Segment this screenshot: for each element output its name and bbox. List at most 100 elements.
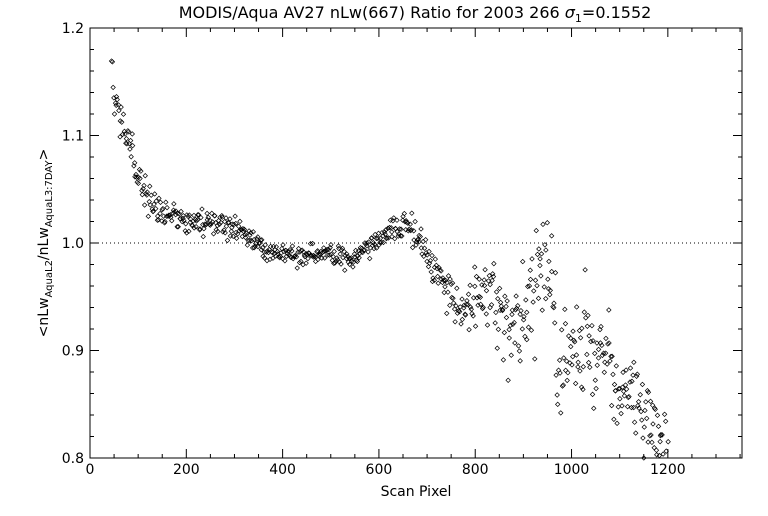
data-point — [561, 355, 567, 361]
data-point — [431, 277, 438, 283]
data-point — [515, 303, 521, 309]
data-point — [575, 364, 581, 370]
data-point — [537, 262, 543, 269]
data-point — [430, 275, 436, 281]
data-point — [390, 218, 396, 224]
data-point — [538, 273, 544, 279]
data-point — [112, 100, 119, 106]
data-point — [141, 182, 147, 189]
x-tick-label: 400 — [269, 462, 296, 478]
data-point — [400, 217, 406, 223]
data-point — [627, 379, 633, 385]
data-point — [341, 248, 347, 255]
data-point — [477, 301, 484, 308]
data-point — [178, 208, 184, 215]
chart-title-sigma: σ — [565, 3, 576, 22]
data-point — [201, 226, 207, 232]
data-point — [644, 388, 651, 394]
data-point — [183, 230, 190, 236]
data-point — [577, 368, 583, 374]
data-point — [399, 233, 405, 239]
data-point — [160, 213, 167, 219]
data-point — [111, 111, 118, 117]
data-point — [418, 226, 424, 232]
data-point — [162, 218, 168, 225]
data-point — [638, 408, 644, 415]
data-point — [338, 261, 344, 267]
data-point — [307, 241, 314, 247]
data-point — [459, 316, 466, 323]
data-point — [530, 299, 536, 305]
data-point — [623, 386, 630, 392]
data-point — [591, 405, 597, 412]
data-point — [141, 202, 148, 208]
data-point — [361, 247, 367, 253]
x-axis-label: Scan Pixel — [381, 484, 452, 500]
data-point — [339, 245, 346, 251]
data-point — [183, 221, 189, 227]
data-point — [475, 302, 481, 308]
data-point — [582, 267, 588, 273]
data-point — [170, 210, 176, 216]
data-point — [242, 232, 248, 238]
data-point — [503, 314, 510, 321]
data-point — [111, 95, 117, 101]
data-point — [510, 321, 516, 327]
data-point — [641, 455, 647, 461]
data-point — [454, 285, 460, 291]
data-point — [512, 307, 519, 313]
data-point — [402, 219, 408, 225]
data-point — [174, 224, 180, 230]
data-point — [108, 58, 115, 64]
data-point — [543, 247, 549, 253]
data-point — [496, 285, 503, 292]
data-point — [469, 310, 475, 317]
data-point — [606, 340, 612, 346]
data-point — [662, 418, 669, 424]
data-point — [119, 119, 125, 125]
data-point — [150, 208, 156, 215]
data-point — [396, 226, 403, 232]
data-point — [289, 248, 295, 254]
data-point — [660, 451, 666, 457]
data-point — [450, 295, 456, 301]
x-tick-label: 200 — [173, 462, 200, 478]
data-point — [592, 350, 598, 357]
data-point — [312, 258, 319, 265]
data-point — [229, 224, 235, 231]
data-point — [618, 410, 624, 417]
data-point — [617, 396, 623, 402]
data-point — [409, 210, 415, 216]
data-point — [547, 287, 553, 294]
data-point — [200, 233, 206, 240]
data-point — [533, 227, 539, 234]
data-point — [371, 241, 378, 247]
data-point — [483, 311, 489, 317]
data-point — [647, 398, 654, 405]
data-point — [556, 357, 563, 363]
data-point — [415, 236, 421, 243]
data-point — [538, 251, 545, 257]
data-point — [633, 430, 639, 436]
data-point — [198, 214, 204, 221]
data-point — [644, 415, 650, 422]
data-point — [649, 402, 656, 408]
data-point — [330, 253, 336, 260]
data-point — [282, 258, 288, 264]
data-point — [594, 340, 600, 346]
data-point — [463, 301, 470, 308]
y-tick-labels: 0.8 0.9 1.0 1.1 1.2 — [62, 21, 84, 467]
data-point — [240, 226, 246, 232]
data-point — [447, 276, 453, 282]
data-point — [382, 231, 388, 237]
data-point — [129, 131, 135, 137]
data-point — [425, 263, 432, 270]
data-point — [120, 111, 127, 117]
data-point — [431, 264, 438, 271]
data-point — [123, 136, 130, 142]
data-point — [563, 358, 570, 364]
data-point — [438, 276, 444, 282]
data-point — [472, 283, 478, 290]
data-point — [628, 404, 635, 411]
